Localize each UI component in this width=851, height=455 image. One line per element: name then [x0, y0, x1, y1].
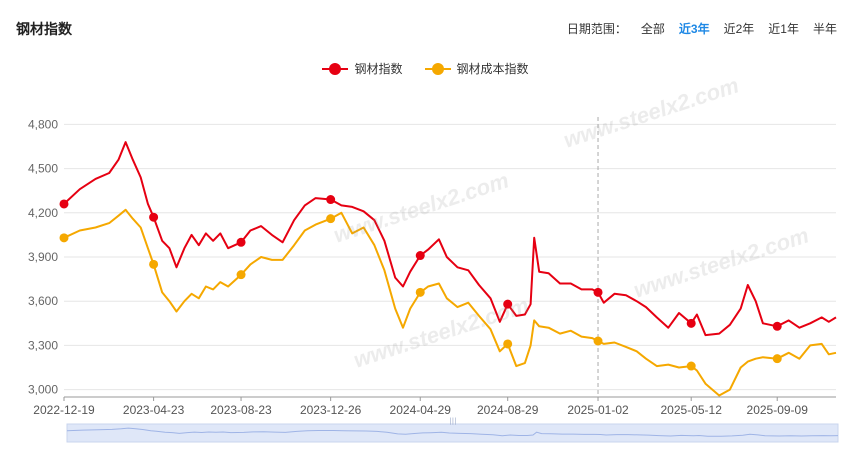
series-line-2 — [63, 208, 837, 397]
x-tick-label: 2023-08-23 — [210, 403, 272, 417]
series-marker-2 — [772, 354, 782, 364]
y-tick-label: 4,500 — [28, 162, 58, 176]
legend-item-cost-index[interactable]: 钢材成本指数 — [424, 60, 529, 77]
x-tick-label: 2024-04-29 — [390, 403, 452, 417]
y-tick-label: 3,600 — [28, 294, 58, 308]
series-marker-1 — [59, 199, 69, 209]
x-tick-label: 2024-08-29 — [477, 403, 539, 417]
series-marker-1 — [772, 321, 782, 331]
x-tick-label: 2025-09-09 — [747, 403, 809, 417]
series-marker-2 — [59, 233, 69, 243]
legend-label-steel-index: 钢材指数 — [354, 62, 403, 76]
date-range-selector: 日期范围： 全部 近3年 近2年 近1年 半年 — [567, 20, 837, 37]
x-tick-label: 2023-12-26 — [300, 403, 362, 417]
chart-legend: 钢材指数 钢材成本指数 — [0, 60, 851, 77]
series-marker-1 — [503, 299, 513, 309]
range-option-all[interactable]: 全部 — [640, 22, 665, 36]
series-marker-1 — [326, 195, 336, 205]
range-option-half-year[interactable]: 半年 — [812, 22, 837, 36]
series-marker-1 — [415, 251, 425, 261]
range-option-3y[interactable]: 近3年 — [678, 22, 710, 36]
legend-item-steel-index[interactable]: 钢材指数 — [322, 60, 403, 77]
series-marker-1 — [686, 318, 696, 328]
series-marker-2 — [236, 270, 246, 280]
y-tick-label: 3,900 — [28, 250, 58, 264]
y-tick-label: 4,200 — [28, 206, 58, 220]
x-tick-label: 2025-01-02 — [567, 403, 629, 417]
chart-title: 钢材指数 — [16, 21, 72, 37]
series-marker-1 — [593, 287, 603, 297]
zoom-slider-preview — [66, 427, 839, 437]
legend-label-cost-index: 钢材成本指数 — [456, 62, 529, 76]
series-line-1 — [63, 141, 837, 337]
x-tick-label: 2023-04-23 — [123, 403, 185, 417]
x-tick-label: 2022-12-19 — [33, 403, 95, 417]
legend-marker-cost-index — [424, 62, 451, 75]
y-tick-label: 4,800 — [28, 117, 58, 131]
x-tick-label: 2025-05-12 — [661, 403, 723, 417]
series-marker-2 — [503, 339, 513, 349]
y-tick-label: 3,000 — [28, 383, 58, 397]
series-marker-1 — [149, 212, 159, 222]
y-tick-label: 3,300 — [28, 338, 58, 352]
legend-marker-steel-index — [322, 62, 349, 75]
series-marker-2 — [326, 214, 336, 224]
date-range-label: 日期范围： — [566, 22, 627, 36]
zoom-slider-handle[interactable]: ||| — [449, 417, 456, 425]
series-marker-1 — [236, 237, 246, 247]
series-marker-2 — [593, 336, 603, 346]
range-option-1y[interactable]: 近1年 — [768, 22, 799, 36]
range-option-2y[interactable]: 近2年 — [723, 22, 755, 36]
series-marker-2 — [415, 287, 425, 297]
series-marker-2 — [149, 259, 159, 269]
series-marker-2 — [686, 361, 696, 371]
